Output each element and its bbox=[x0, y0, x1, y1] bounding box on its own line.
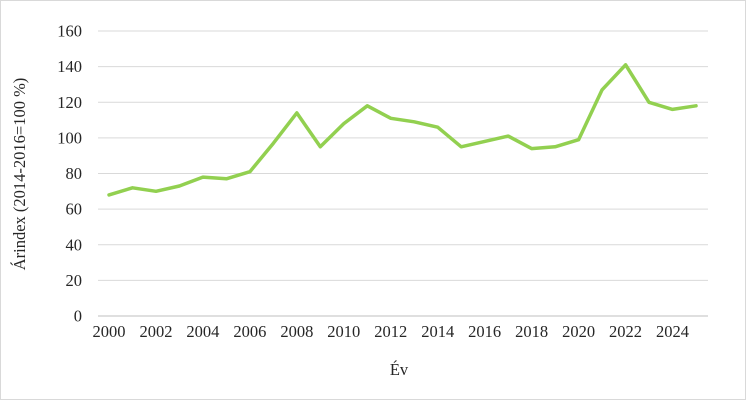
x-tick-label: 2008 bbox=[280, 322, 313, 341]
y-tick-label: 160 bbox=[57, 22, 82, 41]
price-index-line bbox=[107, 63, 698, 197]
x-tick-label: 2000 bbox=[93, 322, 126, 341]
x-tick-label: 2022 bbox=[609, 322, 642, 341]
y-tick-labels: 0 20 40 60 80 100 120 140 160 bbox=[57, 22, 82, 326]
x-tick-label: 2012 bbox=[374, 322, 407, 341]
y-tick-label: 80 bbox=[66, 164, 83, 183]
y-tick-label: 100 bbox=[57, 128, 82, 147]
y-tick-label: 120 bbox=[57, 93, 82, 112]
y-tick-label: 0 bbox=[74, 307, 82, 326]
y-tick-label: 60 bbox=[66, 200, 83, 219]
x-tick-labels: 2000 2002 2004 2006 2008 2010 2012 2014 2016 2018… bbox=[93, 322, 690, 341]
x-axis-title: Év bbox=[390, 360, 409, 379]
x-tick-label: 2020 bbox=[562, 322, 595, 341]
x-tick-label: 2018 bbox=[515, 322, 548, 341]
x-tick-label: 2016 bbox=[468, 322, 501, 341]
x-tick-label: 2024 bbox=[656, 322, 689, 341]
y-tick-label: 20 bbox=[66, 271, 83, 290]
x-tick-label: 2014 bbox=[421, 322, 454, 341]
y-tick-label: 40 bbox=[66, 235, 83, 254]
x-tick-label: 2004 bbox=[186, 322, 219, 341]
x-tick-label: 2002 bbox=[139, 322, 172, 341]
gridlines bbox=[98, 30, 708, 281]
y-axis-title: Árindex (2014-2016=100 %) bbox=[10, 78, 29, 271]
x-tick-label: 2010 bbox=[327, 322, 360, 341]
y-tick-label: 140 bbox=[57, 57, 82, 76]
x-tick-label: 2006 bbox=[233, 322, 266, 341]
